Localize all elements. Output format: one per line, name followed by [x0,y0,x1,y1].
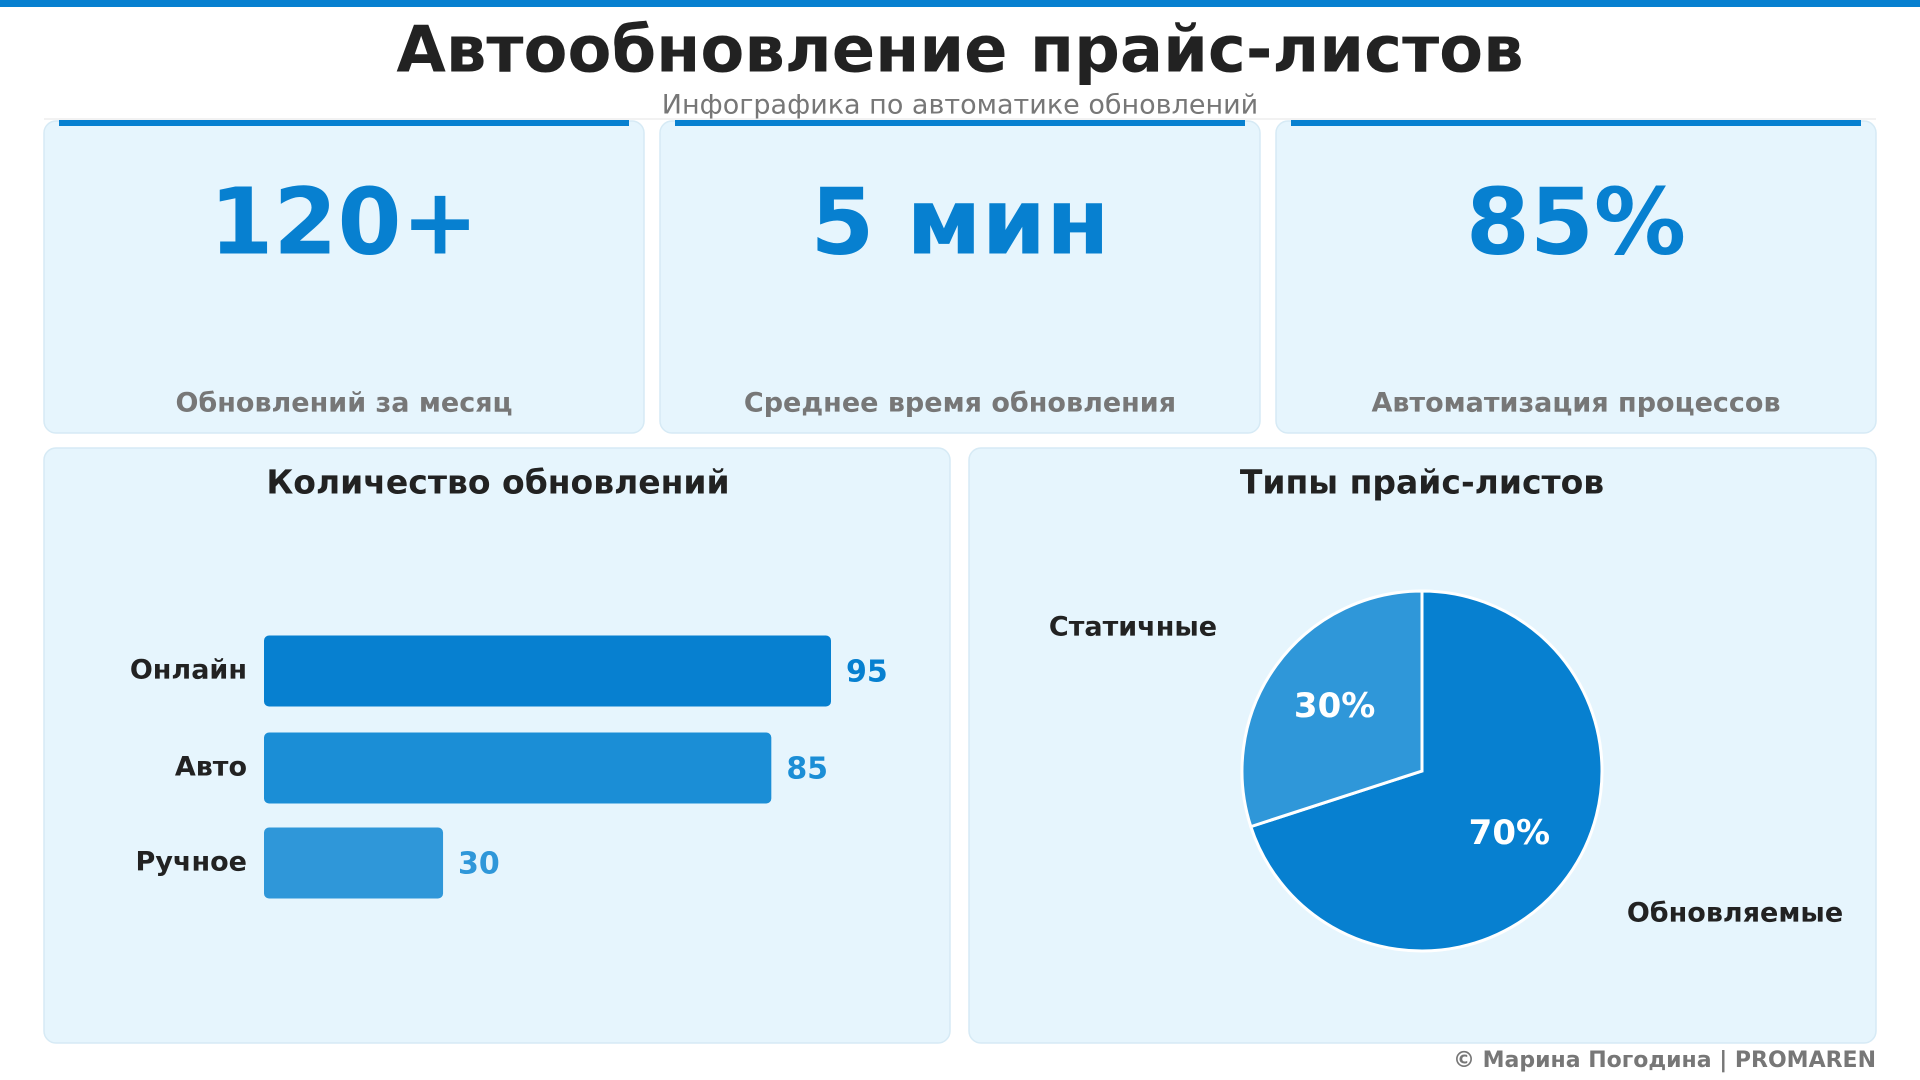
bar-value: 95 [846,655,888,690]
bar [264,732,772,804]
kpi-value: 5 мин [810,168,1109,275]
kpi-value: 120+ [209,168,478,275]
bar [264,827,444,899]
pie-value-label: 70% [1469,813,1550,853]
kpi-label: Обновлений за месяц [175,388,512,419]
pie-category: Статичные [1049,612,1217,643]
kpi-accent [59,120,629,126]
pie-category: Обновляемые [1627,898,1843,929]
subtitle: Инфографика по автоматике обновлений [662,90,1258,121]
pie-slice [1248,589,1604,953]
title: Автообновление прайс-листов [396,14,1523,88]
bar-value: 30 [458,847,500,882]
kpi-label: Автоматизация процессов [1371,388,1780,419]
bar [264,635,831,707]
kpi-accent [1291,120,1861,126]
bar-category: Онлайн [130,655,247,686]
footer: © Марина Погодина | PROMAREN [1453,1048,1876,1073]
kpi-value: 85% [1466,168,1686,275]
bar-category: Ручное [136,847,247,878]
bar-title: Количество обновлений [266,463,729,502]
kpi-label: Среднее время обновления [744,388,1176,419]
kpi-accent [675,120,1245,126]
top-bar [0,0,1920,7]
pie-title: Типы прайс-листов [1240,463,1604,502]
bar-category: Авто [175,752,247,783]
pie-value-label: 30% [1294,686,1375,726]
pie-slice [1240,589,1424,829]
bar-value: 85 [786,752,828,787]
